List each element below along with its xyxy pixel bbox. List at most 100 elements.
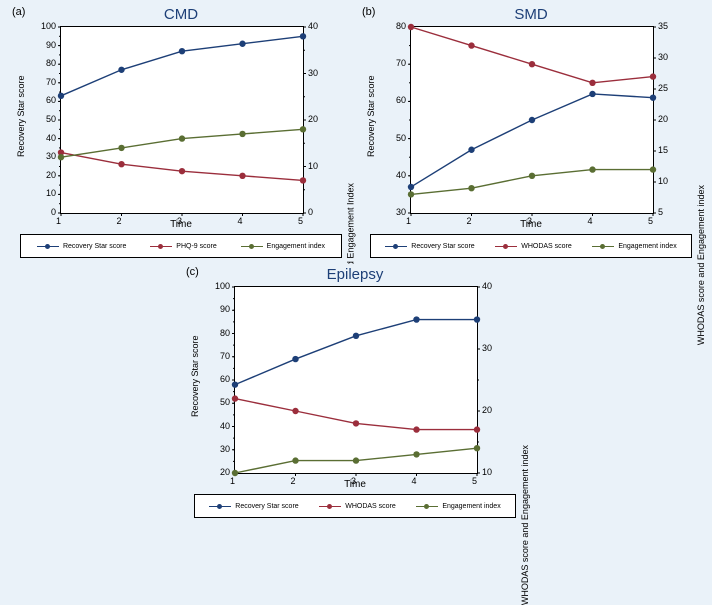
legend-item: PHQ-9 score: [150, 243, 216, 250]
legend-item: Engagement index: [592, 243, 676, 250]
ytick-left: 40: [212, 421, 230, 431]
panel-c: (c)Epilepsy20304050607080901001020304012…: [182, 264, 528, 522]
legend: Recovery Star score WHODAS score Engagemen…: [194, 494, 516, 518]
series-marker-engage: [239, 131, 245, 137]
legend-line-icon: [150, 246, 172, 247]
legend-line-icon: [416, 506, 438, 507]
series-marker-recovery: [468, 147, 474, 153]
legend-item: Engagement index: [241, 243, 325, 250]
series-line-engage: [61, 129, 303, 157]
ytick-left: 30: [388, 207, 406, 217]
legend-marker-icon: [503, 244, 508, 249]
x-axis-label: Time: [8, 219, 354, 230]
series-marker-recovery: [300, 33, 306, 39]
y-axis-left-label: Recovery Star score: [366, 75, 376, 157]
series-marker-engage: [292, 457, 298, 463]
series-line-recovery: [61, 36, 303, 96]
series-marker-recovery: [408, 184, 414, 190]
series-marker-engage: [408, 191, 414, 197]
ytick-left: 50: [38, 114, 56, 124]
legend-line-icon: [209, 506, 231, 507]
plot-area: [234, 286, 478, 474]
legend-marker-icon: [600, 244, 605, 249]
ytick-right: 10: [658, 176, 668, 186]
series-marker-phq9: [118, 161, 124, 167]
series-marker-whodas: [292, 408, 298, 414]
ytick-left: 50: [212, 397, 230, 407]
ytick-right: 40: [308, 21, 318, 31]
ytick-right: 40: [482, 281, 492, 291]
ytick-right: 10: [482, 467, 492, 477]
series-marker-recovery: [179, 48, 185, 54]
ytick-left: 100: [212, 281, 230, 291]
legend-item: Recovery Star score: [37, 243, 126, 250]
chart-title: SMD: [358, 6, 704, 23]
ytick-left: 70: [212, 351, 230, 361]
y-axis-right-label: WHODAS score and Engagement index: [696, 185, 706, 345]
series-marker-engage: [413, 451, 419, 457]
ytick-right: 5: [658, 207, 663, 217]
series-marker-phq9: [239, 173, 245, 179]
legend-label: WHODAS score: [521, 243, 572, 250]
ytick-right: 35: [658, 21, 668, 31]
series-marker-engage: [300, 126, 306, 132]
series-marker-recovery: [413, 316, 419, 322]
series-line-phq9: [61, 153, 303, 181]
legend-label: Recovery Star score: [63, 243, 126, 250]
axes-svg: [235, 287, 477, 473]
ytick-right: 25: [658, 83, 668, 93]
legend-marker-icon: [45, 244, 50, 249]
y-axis-right-label: WHODAS score and Engagement index: [520, 445, 530, 605]
legend-label: Engagement index: [267, 243, 325, 250]
legend-marker-icon: [424, 504, 429, 509]
legend-line-icon: [319, 506, 341, 507]
series-marker-whodas: [529, 61, 535, 67]
legend-line-icon: [385, 246, 407, 247]
legend-marker-icon: [393, 244, 398, 249]
panel-b: (b)SMD304050607080510152025303512345Time…: [358, 4, 704, 262]
ytick-left: 60: [38, 95, 56, 105]
legend-label: Recovery Star score: [235, 503, 298, 510]
figure-root: (a)CMD0102030405060708090100010203040123…: [0, 0, 712, 525]
ytick-left: 80: [38, 58, 56, 68]
legend-item: Recovery Star score: [209, 503, 298, 510]
series-marker-whodas: [474, 426, 480, 432]
ytick-right: 0: [308, 207, 313, 217]
x-axis-label: Time: [182, 479, 528, 490]
legend-item: Engagement index: [416, 503, 500, 510]
series-marker-engage: [179, 135, 185, 141]
series-line-recovery: [235, 320, 477, 385]
series-marker-engage: [118, 145, 124, 151]
ytick-left: 10: [38, 188, 56, 198]
series-marker-engage: [589, 166, 595, 172]
ytick-right: 30: [482, 343, 492, 353]
y-axis-left-label: Recovery Star score: [16, 75, 26, 157]
series-marker-whodas: [413, 426, 419, 432]
ytick-left: 90: [38, 40, 56, 50]
legend-label: PHQ-9 score: [176, 243, 216, 250]
ytick-left: 70: [388, 58, 406, 68]
series-marker-whodas: [353, 420, 359, 426]
chart-title: CMD: [8, 6, 354, 23]
series-marker-recovery: [650, 94, 656, 100]
ytick-left: 40: [38, 133, 56, 143]
ytick-right: 20: [482, 405, 492, 415]
axes-svg: [61, 27, 303, 213]
ytick-left: 0: [38, 207, 56, 217]
ytick-left: 40: [388, 170, 406, 180]
series-line-whodas: [411, 27, 653, 83]
legend-item: Recovery Star score: [385, 243, 474, 250]
legend-label: Engagement index: [618, 243, 676, 250]
plot-area: [410, 26, 654, 214]
ytick-right: 20: [308, 114, 318, 124]
ytick-left: 60: [388, 95, 406, 105]
legend-line-icon: [37, 246, 59, 247]
x-axis-label: Time: [358, 219, 704, 230]
series-marker-engage: [474, 445, 480, 451]
series-marker-recovery: [232, 381, 238, 387]
legend-item: WHODAS score: [319, 503, 396, 510]
series-marker-engage: [468, 185, 474, 191]
ytick-left: 30: [38, 151, 56, 161]
ytick-left: 30: [212, 444, 230, 454]
series-marker-recovery: [353, 333, 359, 339]
